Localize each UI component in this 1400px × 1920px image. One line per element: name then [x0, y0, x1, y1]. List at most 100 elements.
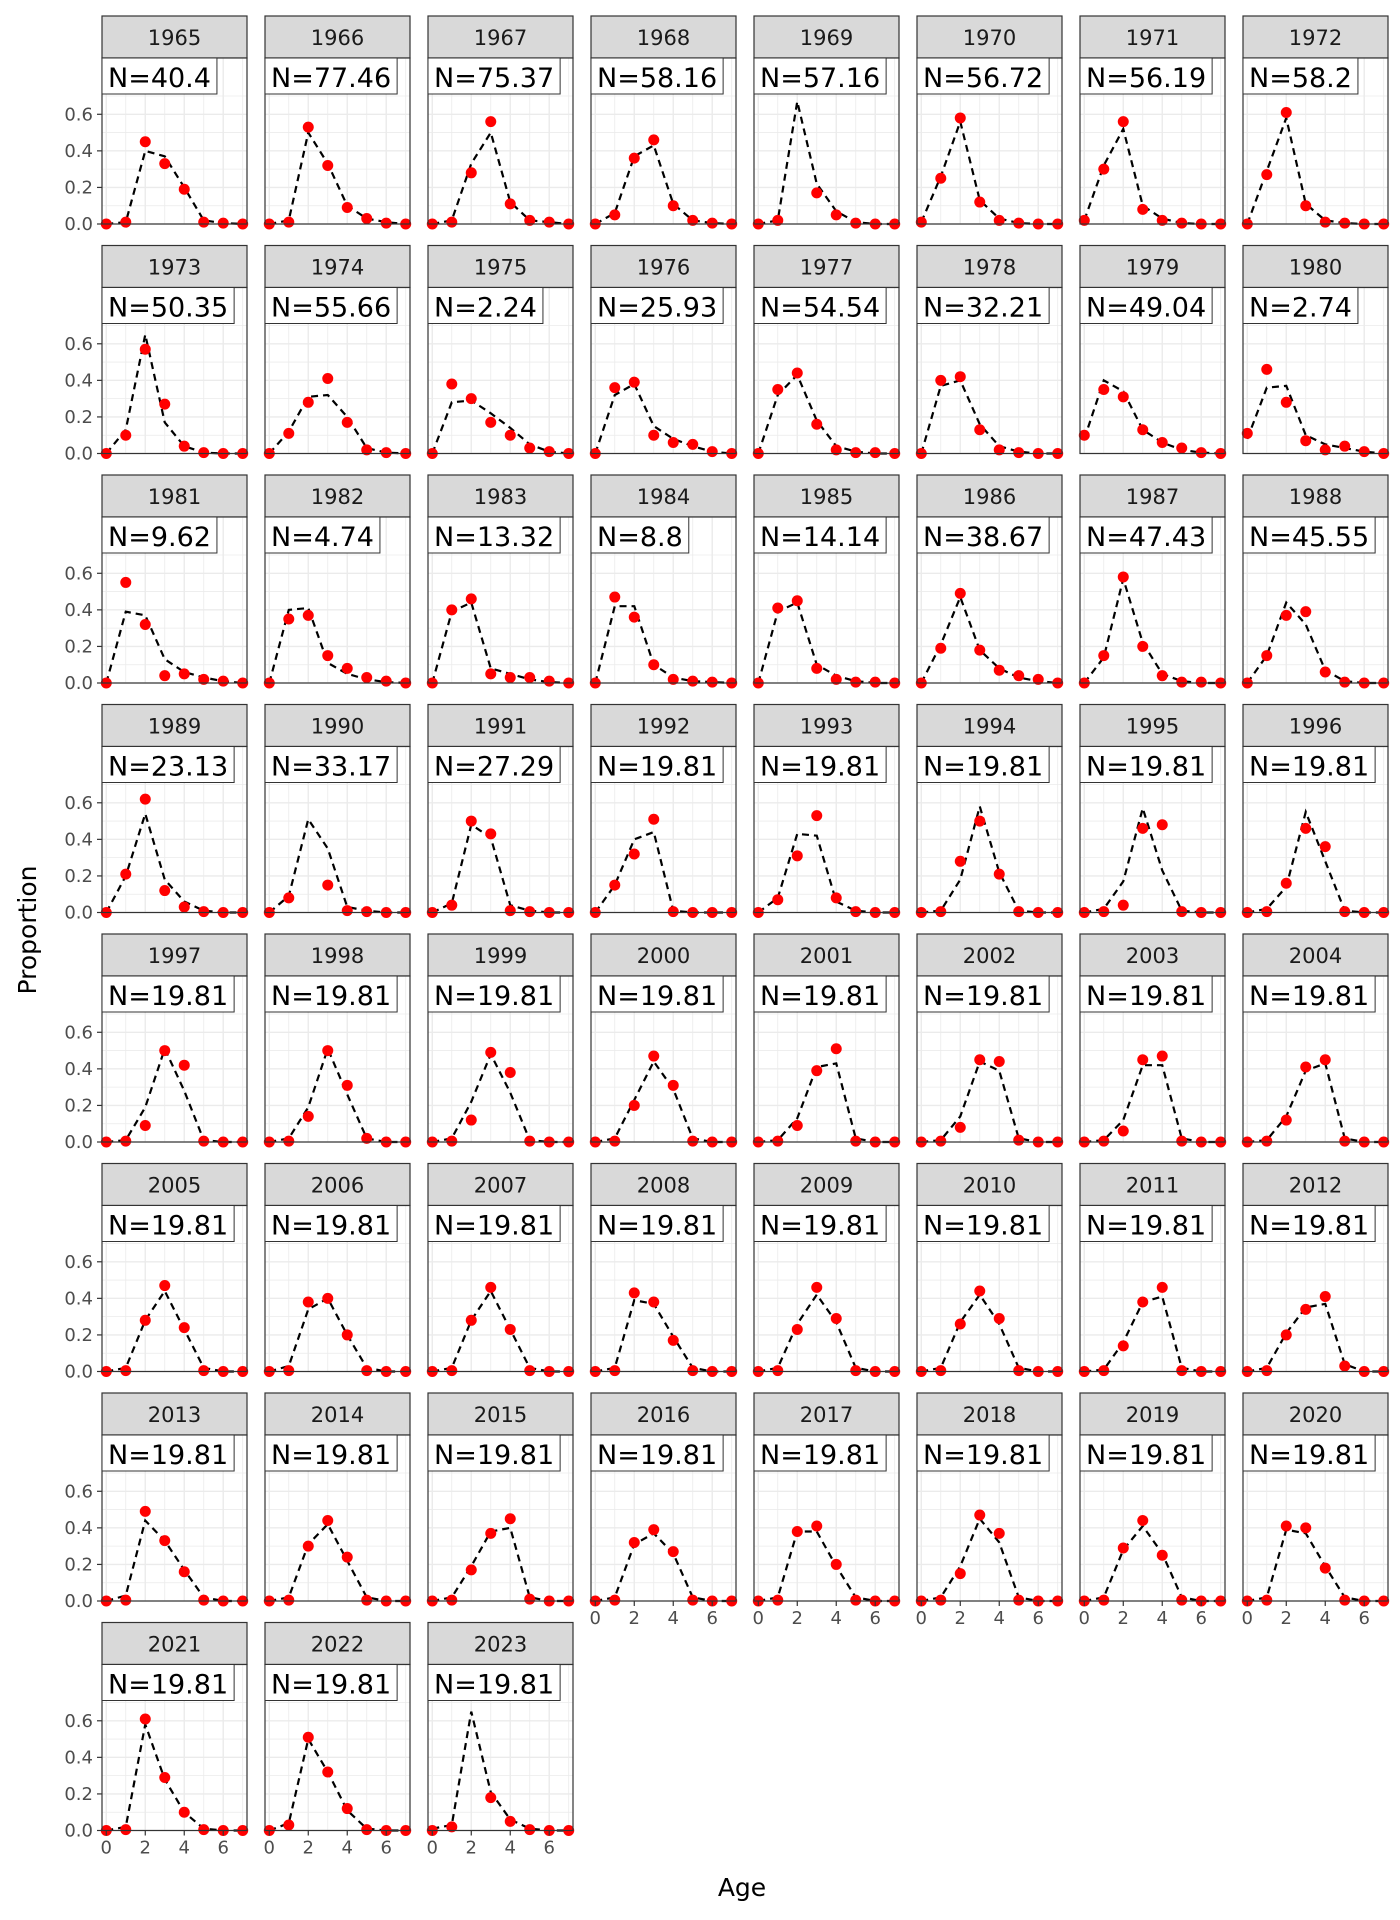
observed-point [993, 1312, 1005, 1324]
n-label-1968: N=58.16 [597, 63, 717, 94]
strip-2003 [1079, 933, 1226, 977]
strip-label-1987: 1987 [1126, 485, 1179, 509]
panel-1970: 1970 N=56.72 [915, 15, 1064, 230]
observed-point [609, 879, 621, 891]
n-label-2004: N=19.81 [1249, 981, 1369, 1012]
strip-label-1997: 1997 [148, 944, 201, 968]
observed-point [1156, 819, 1168, 831]
observed-point [465, 593, 477, 605]
y-tick-label: 0.6 [64, 793, 93, 814]
strip-label-1969: 1969 [800, 26, 853, 50]
strip-label-2020: 2020 [1289, 1403, 1342, 1427]
x-tick-label: 4 [1157, 1608, 1168, 1629]
panel-1968: 1968 N=58.16 [589, 15, 738, 230]
observed-point [485, 1527, 497, 1539]
n-label-2006: N=19.81 [271, 1211, 391, 1242]
n-label-1996: N=19.81 [1249, 752, 1369, 783]
strip-label-2022: 2022 [311, 1633, 364, 1657]
y-tick-label: 0.2 [64, 1784, 93, 1805]
observed-point [830, 209, 842, 221]
n-label-1978: N=32.21 [923, 293, 1043, 324]
observed-point [1117, 391, 1129, 403]
expected-line-1975 [431, 399, 569, 455]
observed-point [1300, 435, 1312, 447]
y-tick-label: 0.2 [64, 866, 93, 887]
observed-point [706, 217, 718, 229]
panel-2018: 2018 N=19.81 0 2 4 6 [916, 1392, 1064, 1629]
observed-point [504, 198, 516, 210]
observed-point [1156, 670, 1168, 682]
strip-1980 [1242, 244, 1389, 289]
observed-point [648, 659, 660, 671]
observed-point [993, 1527, 1005, 1539]
panel-1997: 1997 N=19.81 0.0 0.2 0.4 0.6 [64, 933, 249, 1153]
x-tick-label: 0 [427, 1838, 438, 1859]
observed-point [791, 850, 803, 862]
x-tick-label: 6 [217, 1838, 228, 1859]
expected-line-2014 [269, 1522, 406, 1603]
n-label-box [264, 1205, 398, 1242]
x-tick-label: 2 [792, 1608, 803, 1629]
observed-point [954, 855, 966, 867]
n-label-box [1079, 975, 1213, 1013]
strip-1993 [753, 703, 900, 748]
observed-point [667, 1334, 679, 1346]
observed-point [217, 217, 229, 229]
observed-point [120, 429, 132, 441]
strip-1971 [1079, 15, 1226, 59]
panel-2001: 2001 N=19.81 [752, 933, 901, 1148]
y-tick-label: 0.4 [64, 1518, 93, 1539]
expected-line-1971 [1083, 125, 1221, 226]
x-axis-title: Age [718, 1873, 766, 1902]
y-tick-label: 0.6 [64, 104, 93, 125]
n-label-2021: N=19.81 [108, 1670, 228, 1701]
x-tick-label: 0 [101, 1838, 112, 1859]
n-label-2014: N=19.81 [271, 1440, 391, 1471]
observed-point [341, 1551, 353, 1563]
observed-point [361, 906, 373, 918]
n-label-1986: N=38.67 [923, 522, 1043, 553]
expected-line-2004 [1247, 1061, 1384, 1144]
panel-1966: 1966 N=77.46 [263, 15, 412, 230]
n-label-box [1242, 57, 1359, 95]
n-label-1985: N=14.14 [760, 522, 880, 553]
observed-point [178, 183, 190, 195]
observed-point [198, 447, 210, 459]
observed-point [811, 418, 823, 430]
observed-point [198, 906, 210, 918]
x-tick-label: 2 [1281, 1608, 1292, 1629]
x-tick-label: 2 [466, 1838, 477, 1859]
y-tick-label: 0.0 [64, 903, 93, 924]
y-tick-label: 0.6 [64, 1022, 93, 1043]
observed-point [811, 1065, 823, 1077]
observed-point [139, 343, 151, 355]
n-label-1994: N=19.81 [923, 752, 1043, 783]
observed-point [322, 373, 334, 385]
observed-point [772, 384, 784, 395]
observed-point [1358, 446, 1370, 458]
observed-point [667, 906, 679, 918]
observed-point [1098, 1594, 1110, 1606]
observed-point [485, 828, 497, 840]
observed-point [1339, 676, 1351, 688]
n-label-box [1242, 746, 1376, 783]
observed-point [1137, 1054, 1149, 1066]
observed-point [1078, 214, 1090, 226]
observed-point [1280, 1520, 1292, 1532]
x-tick-label: 0 [1079, 1608, 1090, 1629]
n-label-2005: N=19.81 [108, 1211, 228, 1242]
observed-point [178, 1566, 190, 1578]
x-tick-label: 6 [1032, 1608, 1043, 1629]
observed-point [830, 1558, 842, 1570]
panel-1971: 1971 N=56.19 [1078, 15, 1227, 230]
strip-1967 [427, 15, 574, 59]
panel-1993: 1993 N=19.81 [752, 703, 901, 918]
observed-point [1300, 606, 1312, 618]
n-label-1975: N=2.24 [434, 293, 537, 324]
strip-label-1990: 1990 [311, 715, 364, 739]
observed-point [524, 442, 536, 454]
observed-point [1013, 1365, 1025, 1377]
strip-2001 [753, 933, 900, 977]
expected-line-2009 [758, 1292, 895, 1373]
observed-point [706, 676, 718, 688]
